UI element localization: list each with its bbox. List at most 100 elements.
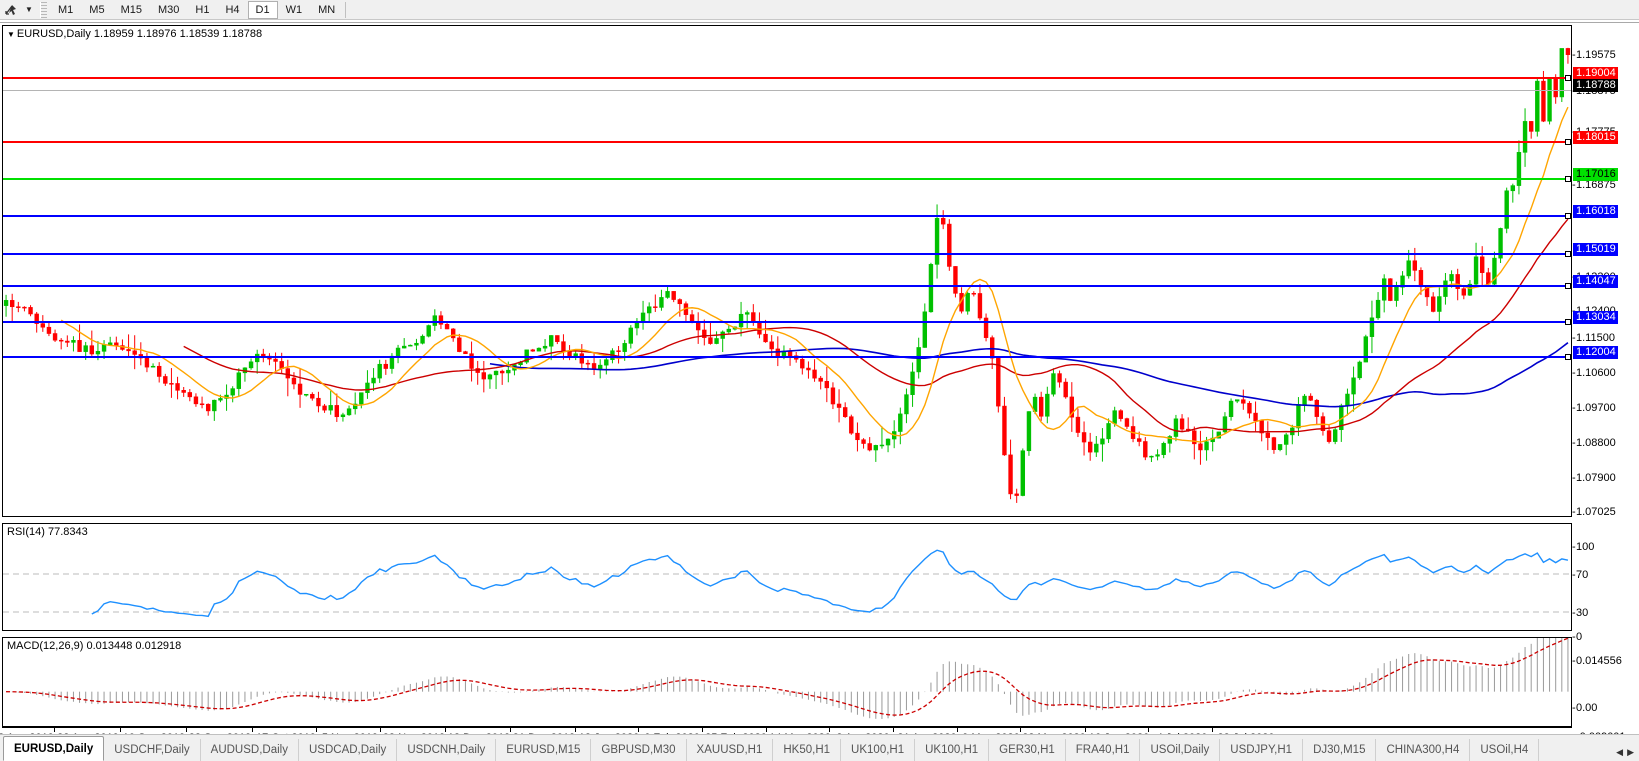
axis-tick-1.16875: -1.16875: [1572, 179, 1616, 191]
level-handle-1.12004[interactable]: [1565, 354, 1571, 360]
axis-tick-100: -100: [1572, 541, 1595, 553]
level-line-1.18788[interactable]: [3, 90, 1571, 91]
level-line-1.19004[interactable]: [3, 77, 1571, 79]
time-tick: [252, 728, 253, 732]
timeframe-toolbar: ▼ M1 M5 M15 M30 H1 H4 D1 W1 MN: [0, 0, 1639, 20]
price-series-canvas: [3, 47, 1571, 503]
axis-price-tag-1.16018[interactable]: 1.16018: [1573, 205, 1618, 218]
time-tick: [766, 728, 767, 732]
time-tick: [380, 728, 381, 732]
chart-tab-eurusd-daily[interactable]: EURUSD,Daily: [3, 736, 105, 761]
chart-tab-ger30-h1[interactable]: GER30,H1: [989, 739, 1066, 761]
time-tick: [1020, 728, 1021, 732]
level-handle-1.15019[interactable]: [1565, 251, 1571, 257]
timeframe-button-h1[interactable]: H1: [195, 3, 210, 16]
time-tick: [829, 728, 830, 732]
axis-price-tag-1.18015[interactable]: 1.18015: [1573, 131, 1618, 144]
chevron-left-icon[interactable]: ◀: [1616, 747, 1624, 757]
macd-pane-label: MACD(12,26,9) 0.013448 0.012918: [7, 640, 182, 652]
chart-tab-gbpusd-m30[interactable]: GBPUSD,M30: [591, 739, 687, 761]
axis-price-tag-1.19004[interactable]: 1.19004: [1573, 67, 1618, 80]
axis-price-tag-1.12004[interactable]: 1.12004: [1573, 346, 1618, 359]
timeframe-button-m30[interactable]: M30: [157, 3, 180, 16]
level-line-1.17016[interactable]: [3, 178, 1571, 180]
level-handle-1.14047[interactable]: [1565, 283, 1571, 289]
chart-frame: ▼ EURUSD,Daily 1.18959 1.18976 1.18539 1.…: [0, 22, 1639, 749]
chart-tab-usdchf-daily[interactable]: USDCHF,Daily: [104, 739, 201, 761]
axis-tick-1.07025: -1.07025: [1572, 506, 1616, 518]
axis-tick-0.014556: -0.014556: [1572, 655, 1622, 667]
axis-tick-0.00: -0.00: [1572, 702, 1598, 714]
level-handle-1.13034[interactable]: [1565, 319, 1571, 325]
price-axis[interactable]: -1.19575-1.18875-1.17775-1.16875-1.13300…: [1572, 25, 1639, 743]
level-line-1.16018[interactable]: [3, 215, 1571, 217]
price-pane[interactable]: ▼ EURUSD,Daily 1.18959 1.18976 1.18539 1.…: [2, 25, 1572, 517]
level-handle-1.16018[interactable]: [1565, 213, 1571, 219]
axis-tick-1.08800: -1.08800: [1572, 437, 1616, 449]
time-tick: [54, 728, 55, 732]
axis-tick-1.11500: -1.11500: [1572, 332, 1615, 344]
time-tick: [186, 728, 187, 732]
time-tick: [638, 728, 639, 732]
level-handle-1.17016[interactable]: [1565, 176, 1571, 182]
time-tick: [510, 728, 511, 732]
axis-price-tag-1.14047[interactable]: 1.14047: [1573, 275, 1618, 288]
chart-tab-usdjpy-h1[interactable]: USDJPY,H1: [1220, 739, 1304, 761]
timeframe-button-m5[interactable]: M5: [89, 3, 105, 16]
level-handle-1.19004[interactable]: [1565, 75, 1571, 81]
chart-tab-audusd-daily[interactable]: AUDUSD,Daily: [201, 739, 299, 761]
axis-tick-1.09700: -1.09700: [1572, 402, 1616, 414]
axis-price-tag-1.17016[interactable]: 1.17016: [1573, 168, 1618, 181]
level-handle-1.18015[interactable]: [1565, 139, 1571, 145]
chart-tab-usoil-daily[interactable]: USOil,Daily: [1140, 739, 1221, 761]
rsi-series-canvas: [3, 549, 1571, 618]
chevron-down-icon[interactable]: ▼: [25, 5, 33, 14]
axis-price-tag-1.15019[interactable]: 1.15019: [1573, 243, 1618, 256]
chart-tab-fra40-h1[interactable]: FRA40,H1: [1066, 739, 1141, 761]
timeframe-button-w1[interactable]: W1: [285, 3, 303, 16]
time-tick: [316, 728, 317, 732]
timeframe-button-m1[interactable]: M1: [58, 3, 74, 16]
chart-tab-eurusd-m15[interactable]: EURUSD,M15: [496, 739, 592, 761]
axis-price-tag-1.13034[interactable]: 1.13034: [1573, 311, 1618, 324]
level-line-1.14047[interactable]: [3, 285, 1571, 287]
toolbar-grip[interactable]: [40, 1, 47, 18]
crosshair-cursor-icon[interactable]: [0, 1, 22, 19]
timeframe-button-mn[interactable]: MN: [318, 3, 336, 16]
chart-tab-usoil-h4[interactable]: USOil,H4: [1470, 739, 1540, 761]
chevron-right-icon[interactable]: ▶: [1627, 747, 1634, 757]
axis-tick-30: -30: [1572, 607, 1589, 619]
timeframe-button-d1[interactable]: D1: [247, 0, 278, 19]
chart-tab-china300-h4[interactable]: CHINA300,H4: [1376, 739, 1471, 761]
chart-tab-xauusd-h1[interactable]: XAUUSD,H1: [687, 739, 774, 761]
price-pane-label: ▼ EURUSD,Daily 1.18959 1.18976 1.18539 1.…: [7, 28, 263, 40]
timeframe-button-m15[interactable]: M15: [120, 3, 142, 16]
tab-nav-buttons: ◀ ▶: [1616, 747, 1639, 761]
axis-tick-1.19575: -1.19575: [1572, 49, 1616, 61]
triangle-down-icon[interactable]: ▼: [7, 30, 15, 39]
level-line-1.15019[interactable]: [3, 253, 1571, 255]
time-tick: [957, 728, 958, 732]
chart-tab-uk100-h1[interactable]: UK100,H1: [841, 739, 916, 761]
chart-tab-usdcnh-daily[interactable]: USDCNH,Daily: [397, 739, 497, 761]
macd-series-canvas: [6, 638, 1569, 719]
axis-tick-1.10600: -1.10600: [1572, 367, 1616, 379]
chart-tab-hk50-h1[interactable]: HK50,H1: [773, 739, 842, 761]
level-line-1.13034[interactable]: [3, 321, 1571, 323]
timeframe-button-h4[interactable]: H4: [225, 3, 240, 16]
level-line-1.12004[interactable]: [3, 356, 1571, 358]
time-tick: [702, 728, 703, 732]
rsi-pane-label: RSI(14) 77.8343: [7, 526, 88, 538]
axis-price-tag-1.18788[interactable]: 1.18788: [1573, 79, 1618, 92]
time-tick: [120, 728, 121, 732]
level-line-1.18015[interactable]: [3, 141, 1571, 143]
chart-tab-usdcad-daily[interactable]: USDCAD,Daily: [299, 739, 398, 761]
macd-pane[interactable]: MACD(12,26,9) 0.013448 0.012918: [2, 637, 1572, 727]
chart-tab-strip: EURUSD,Daily USDCHF,Daily AUDUSD,Daily USDC…: [0, 734, 1639, 761]
axis-tick-70: -70: [1572, 569, 1589, 581]
time-tick: [1148, 728, 1149, 732]
axis-tick-1.07900: -1.07900: [1572, 472, 1616, 484]
rsi-pane[interactable]: RSI(14) 77.8343: [2, 523, 1572, 631]
chart-tab-uk100-h1[interactable]: UK100,H1: [915, 739, 990, 761]
chart-tab-dj30-m15[interactable]: DJ30,M15: [1303, 739, 1377, 761]
